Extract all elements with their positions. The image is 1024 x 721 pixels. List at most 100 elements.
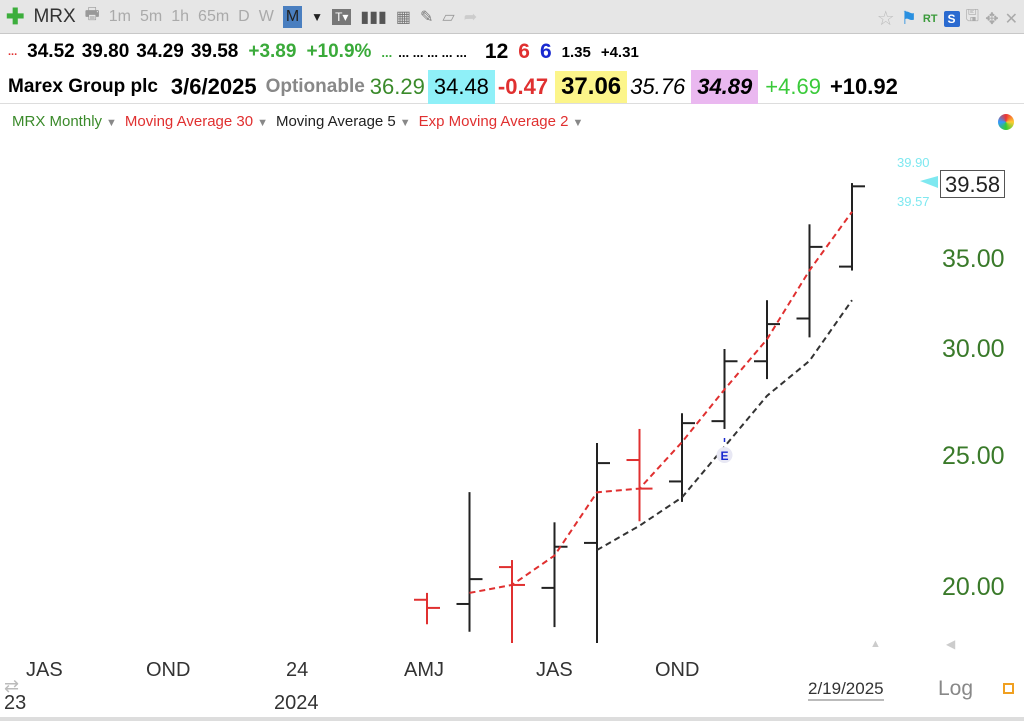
chevron-down-icon[interactable]: ▼ xyxy=(399,117,411,129)
ohlc-bar xyxy=(541,522,568,628)
ma30-line xyxy=(469,211,853,594)
price-range-marker xyxy=(920,176,938,188)
print-icon[interactable]: 🖶 xyxy=(84,6,100,23)
close-value: 39.58 xyxy=(190,41,239,62)
save-icon[interactable]: 🖫 xyxy=(965,8,980,25)
dropdown-icon[interactable]: ▼ xyxy=(311,9,324,24)
color-wheel-icon[interactable] xyxy=(998,114,1014,130)
date-value: 3/6/2025 xyxy=(170,73,257,99)
low-value: 34.29 xyxy=(136,41,184,62)
legend-label: Moving Average 5 xyxy=(275,113,396,130)
y-tick-30: 30.00 xyxy=(942,335,1005,363)
close-icon[interactable]: ✕ xyxy=(1004,10,1018,28)
x-tick-ond-24: OND xyxy=(655,659,700,681)
field-34-89: 34.89 xyxy=(691,69,759,104)
last-price-tag: 39.58 xyxy=(940,170,1006,198)
legend-ema2[interactable]: Exp Moving Average 2 ▼ xyxy=(419,113,584,130)
share-icon[interactable]: ➦ xyxy=(463,8,478,26)
timeframe-5m[interactable]: 5m xyxy=(140,7,163,25)
symbol-input[interactable]: MRX xyxy=(33,5,76,27)
bottom-border xyxy=(0,717,1024,721)
timeframe-1m[interactable]: 1m xyxy=(108,7,132,25)
earnings-marker: E xyxy=(720,449,728,463)
field-37-06: 37.06 xyxy=(555,70,628,103)
open-value: 34.52 xyxy=(27,41,75,62)
scroll-arrows-icon[interactable]: ⇄ xyxy=(4,676,20,696)
scroll-up-icon[interactable]: ▲ xyxy=(870,638,881,650)
x-tick-ond-23: OND xyxy=(146,659,191,681)
pencil-icon[interactable]: ✎ xyxy=(419,8,434,26)
x-tick-amj: AMJ xyxy=(404,659,444,681)
timeframe-w[interactable]: W xyxy=(258,7,274,25)
lock-icon[interactable] xyxy=(1003,683,1014,694)
legend-ma5[interactable]: Moving Average 5 ▼ xyxy=(276,113,411,130)
legend-ma30[interactable]: Moving Average 30 ▼ xyxy=(125,113,268,130)
x-tick-24: 24 xyxy=(286,659,309,681)
price-tag-high: 39.90 xyxy=(897,155,930,170)
date-scroll-field[interactable]: 2/19/2025 xyxy=(808,679,884,701)
chevron-down-icon[interactable]: ▼ xyxy=(106,117,117,129)
bar-chart-icon[interactable]: ▮▮▮ xyxy=(360,8,387,26)
calculator-icon[interactable]: ▦ xyxy=(395,8,411,26)
log-scale-toggle[interactable]: Log xyxy=(938,677,974,700)
timeframe-m[interactable]: M xyxy=(282,5,303,28)
field-34-48: 34.48 xyxy=(427,69,495,104)
timeframe-1h[interactable]: 1h xyxy=(171,7,190,25)
ohlc-bar xyxy=(754,300,780,380)
x-tick-jas-23: JAS xyxy=(26,659,63,681)
ohlc-bar xyxy=(414,592,440,625)
y-tick-20: 20.00 xyxy=(942,573,1005,601)
scroll-left-icon[interactable]: ◀ xyxy=(946,637,956,651)
price-tag-low: 39.57 xyxy=(897,194,930,209)
star-icon[interactable]: ☆ xyxy=(876,8,895,30)
value-6-blue: 6 xyxy=(539,40,552,63)
dots-placeholder: ... ... ... ... ... xyxy=(398,44,467,60)
high-value: 39.80 xyxy=(81,41,130,62)
s-icon[interactable]: S xyxy=(943,10,960,27)
legend-label: Moving Average 30 xyxy=(124,113,254,130)
timeframe-65m[interactable]: 65m xyxy=(198,7,230,25)
quote-row: ... 34.52 39.80 34.29 39.58 +3.89 +10.9%… xyxy=(0,36,1024,68)
ohlc-bar xyxy=(626,428,653,522)
value-1-35: 1.35 xyxy=(561,43,591,61)
field-10-92: +10.92 xyxy=(829,73,898,99)
x-tick-jas-24: JAS xyxy=(536,659,573,681)
year-label-23: 23 xyxy=(4,692,27,714)
ohlc-bar xyxy=(669,413,695,502)
field-35-76: 35.76 xyxy=(630,73,686,99)
alert-dots: ... xyxy=(8,46,18,58)
field-4-69: +4.69 xyxy=(765,73,821,99)
pct-change-value: +10.9% xyxy=(306,41,372,62)
info-row: Marex Group plc 3/6/2025 Optionable 36.2… xyxy=(0,69,1024,104)
dots-green: ... xyxy=(381,44,393,60)
rt-icon[interactable]: RT xyxy=(922,12,938,25)
field-36-29: 36.29 xyxy=(369,73,425,99)
ohlc-bar xyxy=(839,183,865,271)
change-value: +3.89 xyxy=(248,41,297,62)
toolbar: ✚ MRX 🖶 1m 5m 1h 65m D W M ▼ T▾ ▮▮▮ ▦ ✎ … xyxy=(0,0,1024,34)
value-6-red: 6 xyxy=(518,40,530,63)
value-4-31: +4.31 xyxy=(600,43,639,61)
ohlc-bar xyxy=(499,560,525,644)
timeframe-d[interactable]: D xyxy=(238,7,250,25)
field-neg-0-47: -0.47 xyxy=(497,73,549,99)
ohlc-bar xyxy=(456,492,483,632)
legend-label: MRX Monthly xyxy=(12,113,103,130)
text-icon[interactable]: T▾ xyxy=(332,8,352,25)
move-icon[interactable]: ✥ xyxy=(985,10,999,28)
indicator-legend: MRX Monthly ▼ Moving Average 30 ▼ Moving A… xyxy=(12,113,583,130)
y-tick-35: 35.00 xyxy=(942,245,1005,273)
value-12: 12 xyxy=(484,40,509,63)
ohlc-bar xyxy=(796,224,823,338)
y-tick-25: 25.00 xyxy=(942,442,1005,470)
plus-icon[interactable]: ✚ xyxy=(6,3,25,29)
flag-icon[interactable]: ⚑ xyxy=(900,8,917,28)
chevron-down-icon[interactable]: ▼ xyxy=(257,117,268,129)
chevron-down-icon[interactable]: ▼ xyxy=(572,117,584,129)
notes-icon[interactable]: ▱ xyxy=(442,8,455,26)
legend-mrx-monthly[interactable]: MRX Monthly ▼ xyxy=(12,113,117,130)
year-label-2024: 2024 xyxy=(274,692,319,714)
earnings-marker-bg xyxy=(716,447,733,463)
optionable-label: Optionable xyxy=(265,75,365,97)
